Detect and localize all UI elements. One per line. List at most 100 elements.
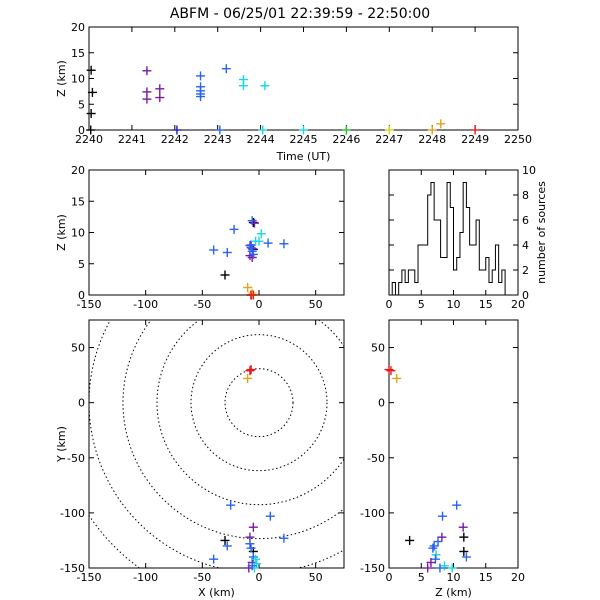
x-tick-label: -150 [77,571,102,584]
range-ring [190,334,328,472]
y-tick-label: 15 [71,195,85,208]
y-tick-label: 0 [522,289,529,302]
y-tick-label: 5 [78,98,85,111]
source-marker [243,373,253,383]
y-tick-label: -150 [60,562,85,575]
source-marker [247,561,257,571]
source-marker [429,541,439,551]
x-tick-label: 2240 [75,133,103,146]
source-marker [438,511,448,521]
x-tick-label: 10 [447,571,461,584]
source-marker [248,290,258,300]
y-axis-label: Z (km) [55,60,68,97]
source-marker [246,543,256,553]
x-tick-label: 20 [511,571,525,584]
x-axis-label: Time (UT) [276,150,331,163]
x-tick-label: 2244 [247,133,275,146]
source-marker [341,125,351,135]
source-marker [142,66,152,76]
source-marker [251,554,261,564]
source-marker [248,552,258,562]
x-tick-label: 15 [479,571,493,584]
source-marker [209,245,219,255]
y-tick-label: -100 [360,507,385,520]
source-marker [423,563,433,573]
y-tick-label: 20 [71,21,85,34]
source-marker [222,248,232,257]
histogram-step [389,182,518,296]
source-marker [470,125,480,135]
y-tick-label: 6 [522,214,529,227]
plot-frame [88,26,519,131]
source-marker [263,238,273,248]
source-marker [196,92,206,102]
source-marker [142,94,152,104]
source-marker [155,93,165,103]
y-tick-label: 4 [522,239,529,252]
y-axis-label: Y (km) [55,426,68,463]
x-tick-label: 2242 [161,133,189,146]
source-marker [256,229,266,239]
source-marker [433,537,443,547]
y-tick-label: 0 [78,397,85,410]
x-tick-label: 0 [386,571,393,584]
source-marker [226,500,236,510]
source-marker [405,535,415,545]
source-marker [426,557,436,567]
source-marker [245,241,255,251]
x-tick-label: -100 [133,571,158,584]
source-marker [279,239,289,249]
x-tick-label: 2246 [332,133,360,146]
source-marker [452,500,462,510]
y-tick-label: 0 [378,397,385,410]
x-tick-label: -150 [77,298,102,311]
y-tick-label: 0 [78,124,85,137]
panel-xy: -150 -100 -50 0 50 -150 -100 -50 0 50 X (km) Y (km) [55,319,345,599]
source-marker [87,87,97,97]
x-tick-label: 20 [511,298,525,311]
x-tick-label: 5 [418,298,425,311]
x-tick-label: -50 [193,571,211,584]
x-tick-label: -50 [193,298,211,311]
y-tick-label: -150 [360,562,385,575]
x-tick-label: 50 [309,298,323,311]
source-marker [436,119,446,129]
y-tick-label: 50 [71,342,85,355]
source-marker [238,81,248,91]
source-marker [172,125,182,135]
plot-layer: 2240 2241 2242 2243 2244 2245 2246 2247 2248 2249… [55,21,549,599]
source-marker [428,543,438,553]
source-marker [248,249,258,259]
source-marker [258,125,268,135]
source-marker [430,554,440,564]
y-tick-label: 10 [71,227,85,240]
range-rings [89,320,344,568]
source-marker [427,125,437,135]
source-marker [248,522,258,532]
range-ring [156,320,344,506]
y-tick-label: 2 [522,264,529,277]
source-marker [86,125,96,135]
source-marker [196,71,206,81]
y-tick-label: 20 [71,164,85,177]
source-marker [437,532,447,542]
source-marker [299,125,308,135]
source-marker [215,125,225,135]
source-marker [459,546,469,556]
source-marker [384,365,394,375]
source-marker [265,511,275,521]
source-marker [220,270,230,280]
source-marker [279,533,289,543]
source-marker [247,216,257,226]
range-ring [224,368,294,438]
source-marker [209,554,219,564]
y-tick-label: 10 [522,164,536,177]
y-tick-label: 10 [71,73,85,86]
y-tick-label: 0 [78,289,85,302]
source-marker [86,109,96,119]
source-marker [260,81,270,91]
source-marker [252,559,262,569]
source-marker [435,563,445,573]
